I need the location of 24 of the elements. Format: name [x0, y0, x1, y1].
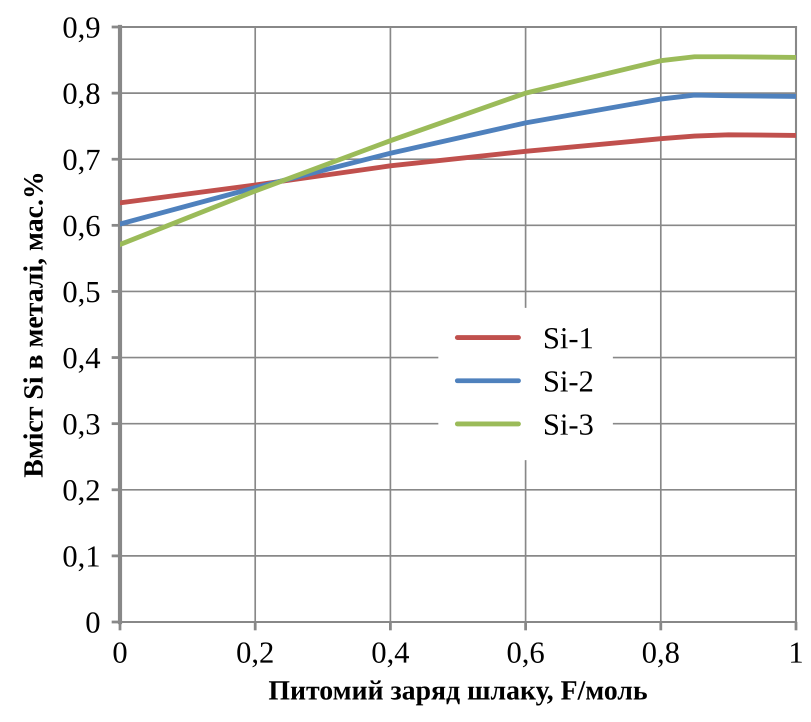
line-series — [120, 132, 796, 206]
y-tick-label: 0,5 — [64, 282, 100, 307]
y-tick-label: 0,4 — [64, 348, 100, 373]
y-tick-label: 0,1 — [64, 546, 99, 572]
y-tick-label: 0,7 — [64, 150, 100, 175]
line-series — [120, 54, 796, 247]
y-tick-label: 0,6 — [64, 216, 100, 241]
y-axis-title: Вміст Si в металі, мас.% — [23, 174, 47, 478]
x-tick-label: 0,8 — [642, 642, 679, 668]
x-tick-label: 1 — [791, 642, 802, 663]
legend-label: Si-1 — [544, 328, 592, 349]
y-tick-label: 0,3 — [64, 414, 100, 439]
legend-label: Si-3 — [544, 414, 593, 435]
x-tick-label: 0,4 — [372, 642, 410, 668]
x-tick-label: 0,2 — [237, 642, 273, 668]
y-tick-label: 0,2 — [64, 480, 99, 506]
legend-label: Si-2 — [544, 371, 592, 392]
y-tick-label: 0,9 — [64, 17, 100, 42]
x-tick-label: 0 — [114, 642, 126, 663]
y-tick-label: 0 — [86, 612, 100, 633]
line-series — [120, 92, 796, 226]
x-tick-label: 0,6 — [508, 642, 544, 668]
x-axis-title: Питомий заряд шлаку, F/моль — [268, 680, 647, 706]
y-tick-label: 0,8 — [64, 83, 100, 108]
